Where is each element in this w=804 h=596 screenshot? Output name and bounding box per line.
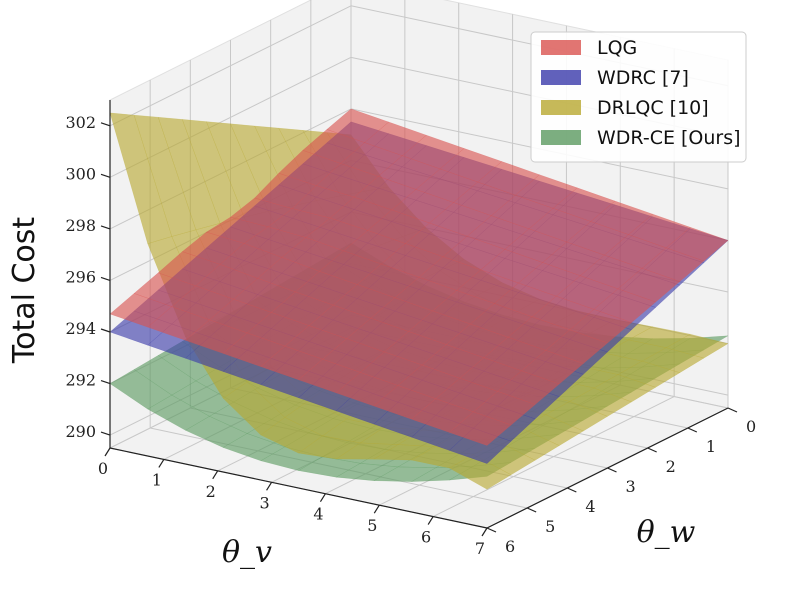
z-axis-label: Total Cost [7,217,42,365]
x-tick-label: 6 [421,528,431,547]
surface-patch [665,227,729,262]
x-tick-mark [266,481,273,491]
z-tick-label: 302 [65,113,96,132]
y-tick-label: 2 [666,457,676,476]
legend-label: LQG [597,37,637,59]
x-tick-label: 5 [367,516,377,535]
x-tick-mark [319,493,326,503]
x-tick-mark [158,459,165,468]
z-tick-label: 300 [65,164,96,183]
z-tick-label: 292 [65,371,96,390]
y-tick-label: 6 [505,537,515,556]
surface-patch [497,370,560,405]
z-tick-mark [100,225,111,230]
x-tick-mark [212,470,219,480]
y-tick-mark [567,487,577,493]
x-tick-label: 2 [206,482,216,501]
y-tick-mark [687,427,698,433]
x-tick-mark [104,447,111,457]
y-tick-mark [526,507,537,513]
legend-swatch [541,100,581,115]
y-tick-mark [647,447,657,453]
z-tick-label: 290 [65,422,96,441]
tick-labels: 0 1 2 3 4 5 6 7 0 1 2 3 4 5 6 290 292 294 296 298 300 302 [65,113,756,558]
axes [100,100,738,537]
x-tick-label: 0 [98,459,108,478]
y-tick-label: 4 [585,497,595,516]
z-tick-mark [100,276,111,282]
y-tick-mark [486,527,497,533]
x-tick-mark [481,527,488,537]
x-tick-label: 1 [152,470,162,489]
legend-label: WDR-CE [Ours] [597,127,741,149]
z-tick-mark [100,431,111,436]
y-tick-label: 1 [706,437,716,456]
z-tick-label: 294 [65,319,96,338]
grid-line-z [109,5,352,127]
surface-patch [569,309,633,344]
legend-label: WDRC [7] [597,67,689,89]
surface-patch [472,391,536,426]
x-tick-label: 7 [475,539,485,558]
legend-swatch [541,130,581,145]
legend-label: DRLQC [10] [597,97,709,119]
z-tick-mark [100,328,111,333]
z-tick-mark [100,379,111,385]
x-tick-mark [373,504,380,514]
y-tick-mark [607,467,617,473]
z-tick-label: 298 [65,216,96,235]
y-axis-label: θ_w [637,515,696,550]
surface-patch [665,333,729,359]
surface-patch [545,329,608,364]
y-tick-mark [727,407,738,413]
y-tick-label: 3 [626,477,636,496]
legend-box [530,31,747,163]
surface-0 [109,108,729,446]
z-tick-mark [100,173,111,178]
surface-patch [521,350,584,385]
surfaces [109,108,729,490]
z-tick-mark [100,122,111,127]
x-axis-label: θ_v [222,535,272,570]
x-tick-mark [427,516,434,525]
surface-patch [448,454,512,490]
x-tick-label: 3 [259,493,269,512]
y-tick-label: 5 [545,517,555,536]
surface-patch [593,288,657,323]
surface-patch [448,411,512,446]
y-tick-label: 0 [746,417,756,436]
legend: LQG WDRC [7] DRLQC [10] WDR-CE [Ours] [530,31,747,163]
legend-swatch [541,40,581,55]
z-tick-label: 296 [65,267,96,286]
surface-patch [617,268,681,303]
x-axis-line [109,447,488,529]
legend-swatch [541,70,581,85]
x-tick-label: 4 [313,505,323,524]
